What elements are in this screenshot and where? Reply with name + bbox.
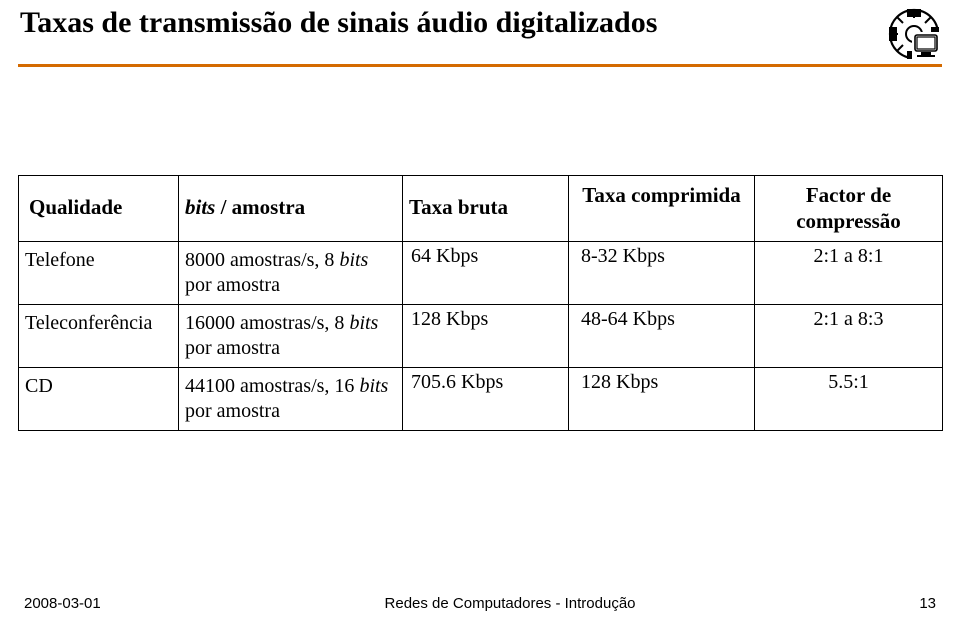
audio-rates-table: Qualidade bits / amostra Taxa bruta Taxa… — [18, 175, 943, 431]
table-row: Telefone8000 amostras/s, 8 bits por amos… — [19, 241, 943, 304]
cell-qualidade: Telefone — [19, 241, 179, 304]
table-body: Telefone8000 amostras/s, 8 bits por amos… — [19, 241, 943, 430]
slide-footer: 2008-03-01 Redes de Computadores - Intro… — [0, 595, 960, 612]
cell-factor: 2:1 a 8:3 — [755, 304, 943, 367]
cell-taxa-comprimida: 48-64 Kbps — [569, 304, 755, 367]
col-header-bits-amostra: bits / amostra — [179, 176, 403, 242]
cell-taxa-bruta: 705.6 Kbps — [403, 367, 569, 430]
cell-factor: 5.5:1 — [755, 367, 943, 430]
slide-header: Taxas de transmissão de sinais áudio dig… — [0, 0, 960, 60]
cell-taxa-comprimida: 128 Kbps — [569, 367, 755, 430]
footer-center: Redes de Computadores - Introdução — [385, 595, 636, 612]
col-header-taxa-bruta: Taxa bruta — [403, 176, 569, 242]
cell-factor: 2:1 a 8:1 — [755, 241, 943, 304]
footer-page: 13 — [919, 595, 936, 612]
cell-taxa-comprimida: 8-32 Kbps — [569, 241, 755, 304]
cell-qualidade: CD — [19, 367, 179, 430]
col-header-factor-compressao: Factor de compressão — [755, 176, 943, 242]
slide-title: Taxas de transmissão de sinais áudio dig… — [16, 6, 888, 40]
col-header-qualidade: Qualidade — [19, 176, 179, 242]
cell-bits-amostra: 44100 amostras/s, 16 bits por amostra — [179, 367, 403, 430]
slide: Taxas de transmissão de sinais áudio dig… — [0, 0, 960, 628]
table-header-row: Qualidade bits / amostra Taxa bruta Taxa… — [19, 176, 943, 242]
logo-icon — [888, 8, 940, 60]
table-row: Teleconferência16000 amostras/s, 8 bits … — [19, 304, 943, 367]
table-row: CD44100 amostras/s, 16 bits por amostra7… — [19, 367, 943, 430]
cell-taxa-bruta: 64 Kbps — [403, 241, 569, 304]
col-header-bits-rest: / amostra — [215, 195, 305, 219]
cell-bits-amostra: 8000 amostras/s, 8 bits por amostra — [179, 241, 403, 304]
cell-qualidade: Teleconferência — [19, 304, 179, 367]
content-area: Qualidade bits / amostra Taxa bruta Taxa… — [0, 67, 960, 431]
cell-bits-amostra: 16000 amostras/s, 8 bits por amostra — [179, 304, 403, 367]
col-header-taxa-comprimida: Taxa comprimida — [569, 176, 755, 242]
col-header-bits-italic: bits — [185, 195, 215, 219]
cell-taxa-bruta: 128 Kbps — [403, 304, 569, 367]
footer-date: 2008-03-01 — [24, 595, 101, 612]
